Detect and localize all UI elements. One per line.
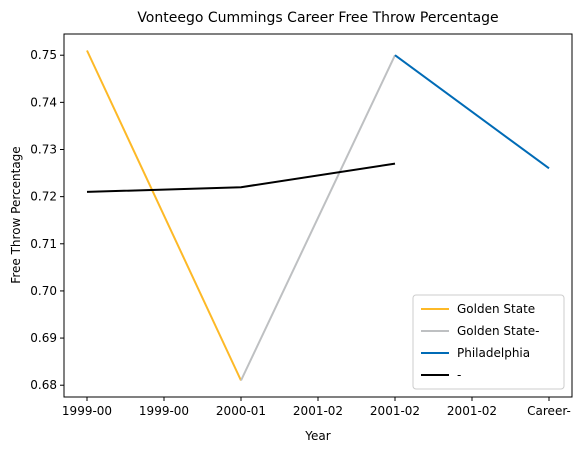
y-axis-label: Free Throw Percentage (9, 146, 23, 283)
series-line (240, 54, 396, 381)
series-line (86, 50, 242, 381)
legend-box (412, 294, 565, 390)
series-line (86, 162, 396, 193)
x-tick-label: 1999-00 (139, 404, 189, 418)
legend-label: - (457, 368, 461, 382)
y-tick-label: 0.73 (30, 143, 57, 157)
plot-frame (63, 33, 573, 398)
y-tick-label: 0.69 (30, 331, 57, 345)
y-tick-label: 0.71 (30, 237, 57, 251)
x-tick-label: 2000-01 (216, 404, 266, 418)
legend: Golden State Golden State- Philadelphia - (412, 294, 565, 390)
chart-title: Vonteego Cummings Career Free Throw Perc… (137, 10, 498, 26)
x-axis-label: Year (304, 429, 330, 443)
x-tick-label: 2001-02 (370, 404, 420, 418)
legend-label: Golden State (457, 302, 535, 316)
x-tick-label: 2001-02 (447, 404, 497, 418)
x-tick-label: Career- (527, 404, 571, 418)
legend-label: Golden State- (457, 324, 540, 338)
y-tick-label: 0.72 (30, 190, 57, 204)
x-tick-label: 1999-00 (62, 404, 112, 418)
y-tick-label: 0.70 (30, 284, 57, 298)
legend-label: Philadelphia (457, 346, 530, 360)
y-tick-label: 0.68 (30, 378, 57, 392)
series-line (394, 54, 550, 170)
y-tick-label: 0.74 (30, 95, 57, 109)
x-tick-label: 2001-02 (293, 404, 343, 418)
y-tick-label: 0.75 (30, 48, 57, 62)
